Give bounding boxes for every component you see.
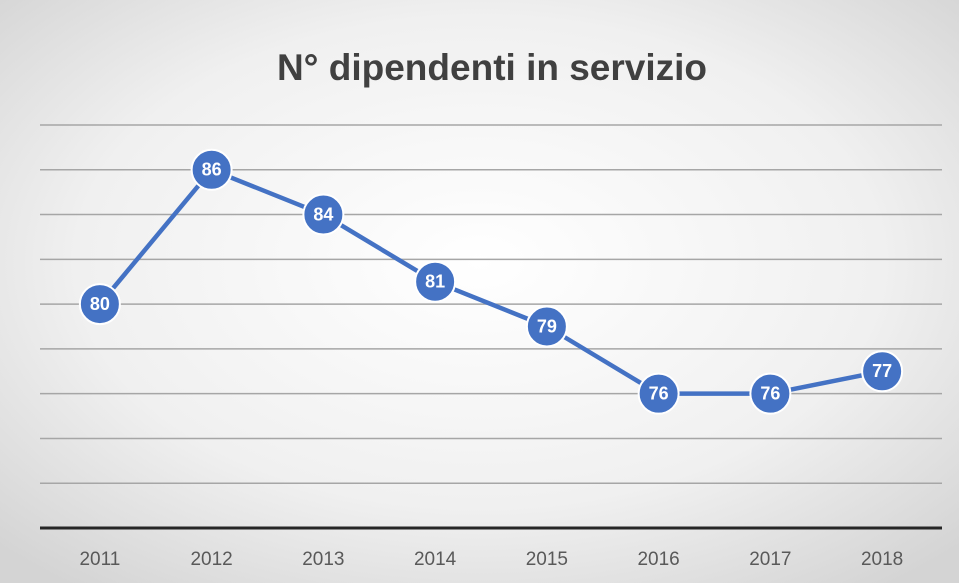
data-label: 79: [537, 316, 557, 336]
data-point: [861, 350, 904, 393]
x-tick-label: 2015: [526, 549, 568, 570]
data-label: 76: [760, 383, 780, 403]
data-label: 76: [649, 383, 669, 403]
data-point: [525, 305, 568, 348]
data-point: [302, 193, 345, 236]
data-point: [749, 372, 792, 415]
data-label: 80: [90, 294, 110, 314]
x-tick-label: 2012: [190, 549, 232, 570]
x-tick-label: 2017: [749, 549, 791, 570]
x-tick-label: 2013: [302, 549, 344, 570]
data-label: 81: [425, 271, 445, 291]
data-point: [190, 148, 233, 191]
x-tick-label: 2011: [79, 549, 120, 570]
data-point: [637, 372, 680, 415]
x-tick-label: 2016: [637, 549, 679, 570]
chart-title: N° dipendenti in servizio: [277, 47, 707, 88]
x-tick-label: 2014: [414, 549, 457, 570]
data-point: [78, 283, 121, 326]
data-point: [414, 260, 457, 303]
data-label: 86: [202, 160, 222, 180]
data-label: 77: [872, 361, 892, 381]
x-tick-label: 2018: [861, 549, 903, 570]
data-label: 84: [313, 204, 333, 224]
